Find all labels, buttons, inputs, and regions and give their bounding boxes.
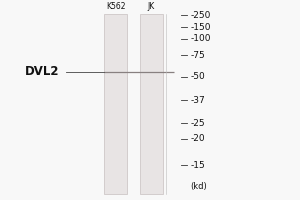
Text: JK: JK	[148, 2, 155, 11]
Text: -250: -250	[190, 11, 211, 20]
Bar	[140, 14, 163, 194]
Bar	[104, 14, 127, 194]
Text: (kd): (kd)	[190, 182, 207, 191]
Text: DVL2: DVL2	[25, 65, 60, 78]
Text: -20: -20	[190, 134, 205, 143]
Text: -100: -100	[190, 34, 211, 43]
Text: -150: -150	[190, 23, 211, 32]
Text: -50: -50	[190, 72, 205, 81]
Text: -15: -15	[190, 161, 205, 170]
Text: K562: K562	[106, 2, 125, 11]
Text: -75: -75	[190, 51, 205, 60]
Text: -25: -25	[190, 119, 205, 128]
Text: -37: -37	[190, 96, 205, 105]
